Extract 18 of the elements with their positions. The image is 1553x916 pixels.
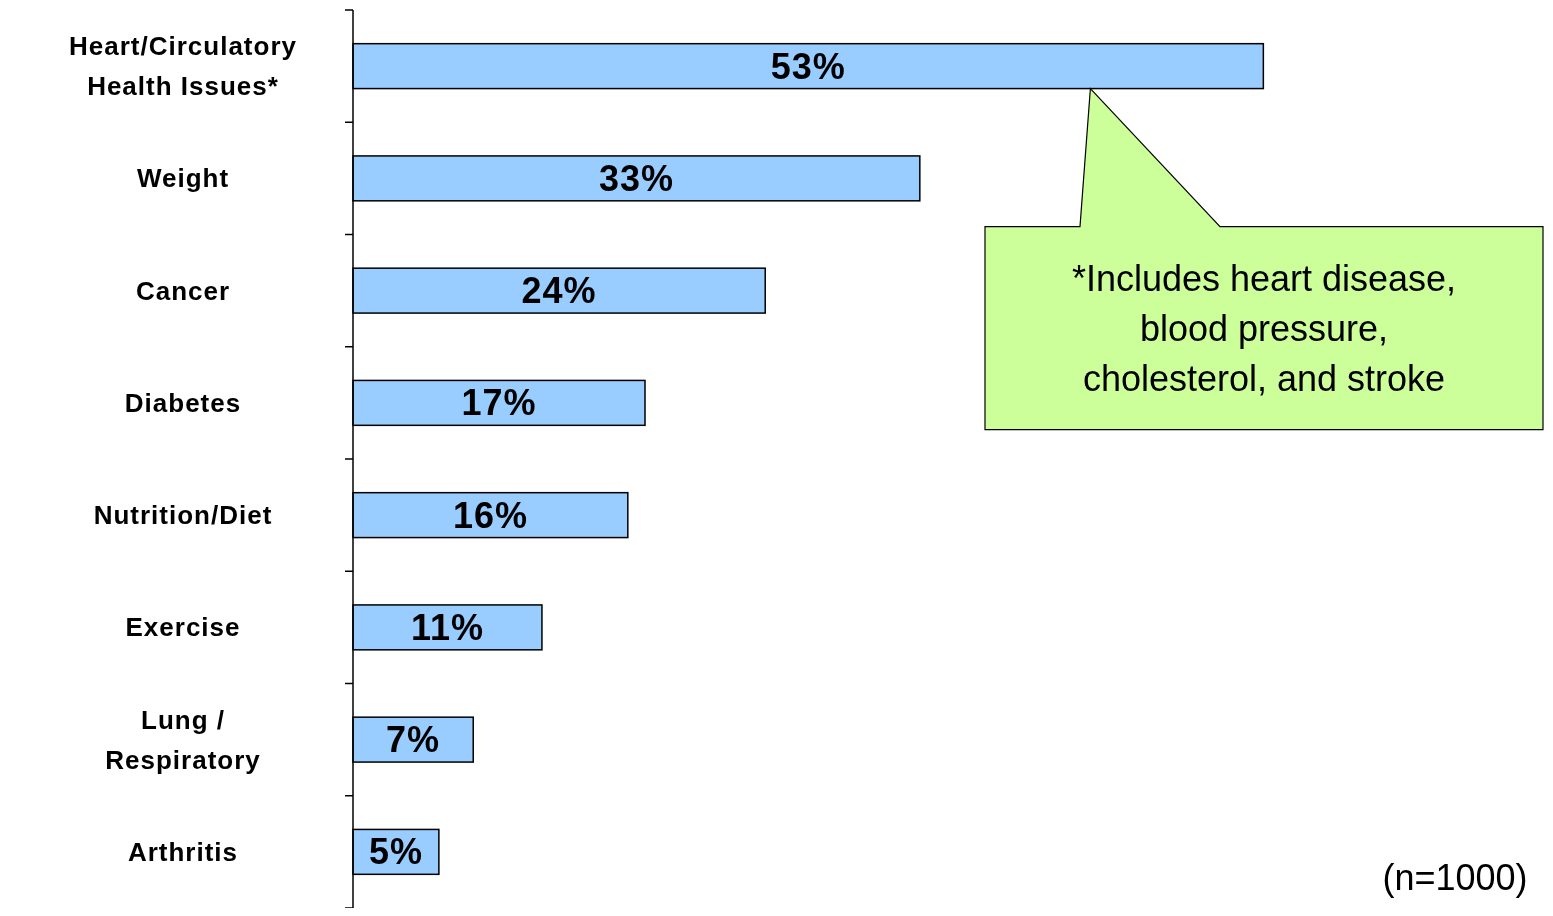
data-label: 53% xyxy=(770,45,846,87)
data-label: 11% xyxy=(410,606,485,648)
data-label: 17% xyxy=(461,382,537,424)
data-label: 24% xyxy=(521,270,597,312)
annotation: *Includes heart disease, blood pressure, cholesterol, and stroke xyxy=(1071,257,1457,399)
y-tick-label: Lung / Respiratory xyxy=(105,704,261,775)
data-label: 33% xyxy=(598,157,674,199)
y-tick-label: Heart/Circulatory Health Issues* xyxy=(69,31,297,102)
y-tick-label: Diabetes xyxy=(124,387,242,418)
y-tick-label: Arthritis xyxy=(127,836,239,867)
y-tick-label: Weight xyxy=(136,163,230,194)
data-label: 5% xyxy=(368,831,423,873)
y-tick-label: Nutrition/Diet xyxy=(93,500,273,531)
text: (n=1000) xyxy=(1382,857,1528,898)
data-label: 16% xyxy=(452,494,528,536)
data-label: 7% xyxy=(386,719,441,761)
y-tick-label: Cancer xyxy=(135,275,231,306)
y-tick-label: Exercise xyxy=(125,612,241,643)
